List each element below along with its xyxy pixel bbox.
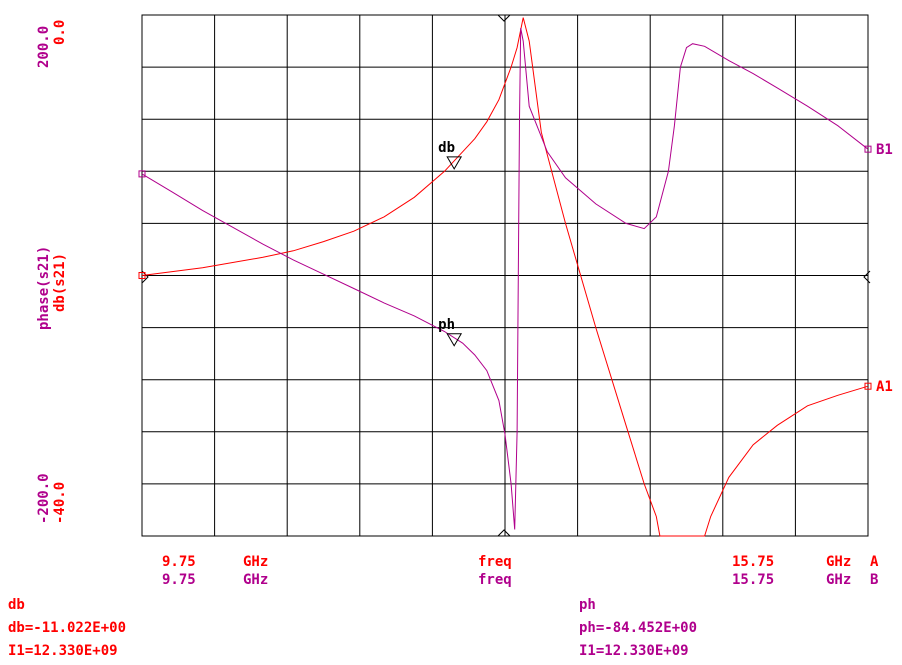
- x-mid-a: freq: [478, 554, 512, 570]
- series-end-square: [864, 145, 872, 153]
- plot-grid: [141, 14, 869, 537]
- x-start-b: 9.75: [162, 572, 196, 588]
- axis-a-bottom-label: -40.0: [52, 482, 68, 524]
- axis-a-ylabel: db(s21): [52, 253, 68, 312]
- axis-b-top-label: 200.0: [36, 26, 52, 68]
- axis-a-top-label: 0.0: [52, 20, 68, 45]
- x-axis-labels-a: 9.75 GHz freq 15.75 GHz A: [162, 554, 879, 570]
- marker-triangle: [446, 333, 463, 347]
- top-center-caret: [497, 14, 511, 22]
- marker-label-db: db: [438, 140, 455, 156]
- series-start-square: [138, 170, 146, 178]
- left-axis-labels: 200.0 0.0 phase(s21) db(s21) -200.0 -40.…: [36, 20, 68, 524]
- right-mid-caret: [863, 270, 871, 284]
- x-end-a: 15.75: [732, 554, 774, 570]
- series-end-label: A1: [876, 379, 893, 395]
- x-unit-left-b: GHz: [243, 572, 268, 588]
- readout-ph-title: ph: [579, 597, 596, 613]
- x-end-b: 15.75: [732, 572, 774, 588]
- axis-b-bottom-label: -200.0: [36, 473, 52, 524]
- marker-layer: db ph: [438, 140, 463, 347]
- readout-ph-freq: I1=12.330E+09: [579, 643, 689, 659]
- readout-db-title: db: [8, 597, 25, 613]
- marker-label-ph: ph: [438, 317, 455, 333]
- marker-triangle: [446, 156, 463, 170]
- x-unit-left-a: GHz: [243, 554, 268, 570]
- readout-db-value: db=-11.022E+00: [8, 620, 126, 636]
- readout-db: db db=-11.022E+00 I1=12.330E+09: [8, 597, 126, 659]
- series-start-square: [138, 272, 146, 279]
- series-end-label: B1: [876, 142, 893, 158]
- readout-db-freq: I1=12.330E+09: [8, 643, 118, 659]
- series-line-b: [141, 27, 869, 530]
- x-axis-labels-b: 9.75 GHz freq 15.75 GHz B: [162, 572, 878, 588]
- series-line-a: [141, 17, 869, 537]
- series-layer: A1 B1: [138, 17, 893, 537]
- x-unit-right-a: GHz: [826, 554, 851, 570]
- x-unit-right-b: GHz: [826, 572, 851, 588]
- x-start-a: 9.75: [162, 554, 196, 570]
- bottom-center-caret: [497, 529, 511, 537]
- x-letter-b: B: [870, 572, 878, 588]
- readout-ph: ph ph=-84.452E+00 I1=12.330E+09: [579, 597, 697, 659]
- x-letter-a: A: [870, 554, 879, 570]
- readout-ph-value: ph=-84.452E+00: [579, 620, 697, 636]
- axis-b-ylabel: phase(s21): [36, 246, 52, 330]
- x-mid-b: freq: [478, 572, 512, 588]
- series-end-square: [864, 382, 872, 390]
